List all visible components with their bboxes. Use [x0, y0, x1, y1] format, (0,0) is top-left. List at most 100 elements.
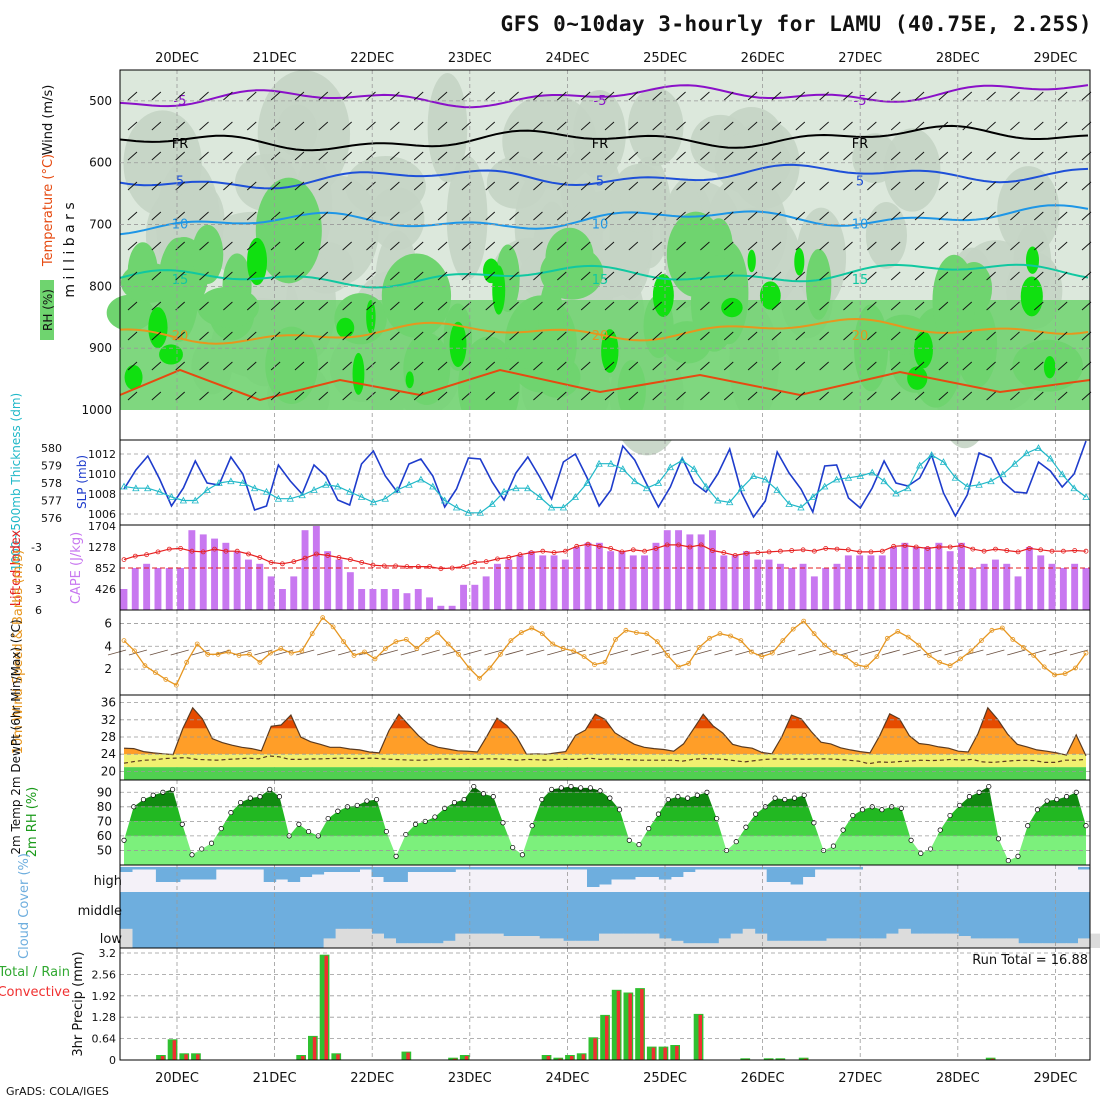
- rh-point: [1015, 853, 1021, 859]
- rh-point: [393, 853, 399, 859]
- rh-mid-region: [560, 144, 621, 236]
- precip-total-bar: [179, 1053, 190, 1060]
- thickness-point: [1011, 459, 1019, 467]
- precip-convective-bar: [569, 1056, 574, 1060]
- li-point: [483, 559, 489, 565]
- pressure-axis-label: m i l l i b a r s: [62, 202, 78, 297]
- thickness-point: [761, 475, 770, 483]
- precip-legend-total: Total / Rain: [0, 965, 70, 980]
- rh-point: [451, 799, 457, 806]
- rh-point: [568, 783, 574, 790]
- isotherm-label: 5: [596, 174, 604, 189]
- wind-barb: [604, 271, 615, 281]
- cape-bar: [279, 589, 286, 610]
- rh-point: [617, 807, 623, 813]
- wind-barb: [819, 211, 829, 221]
- rh-point: [208, 840, 215, 846]
- cape-bar: [233, 551, 241, 610]
- slp-thickness-panel: [119, 439, 1091, 526]
- cape-bar: [188, 530, 196, 610]
- rh-point: [995, 836, 1002, 842]
- rh-point: [471, 783, 477, 790]
- wind-barb-10m: [798, 649, 817, 656]
- wind-barb: [890, 361, 901, 371]
- low-cloud-bar: [1066, 943, 1079, 948]
- rh-point: [665, 796, 671, 803]
- rh-point: [121, 837, 127, 843]
- wind-barb: [580, 91, 591, 101]
- high-cloud-bar: [814, 867, 828, 870]
- wind-barb: [413, 301, 424, 311]
- wind-barb: [294, 121, 305, 131]
- wind-barb: [723, 211, 734, 221]
- wind-barb: [175, 181, 185, 191]
- wind-barb: [986, 181, 996, 191]
- thickness-point: [132, 484, 140, 492]
- rh-bright-region: [449, 321, 467, 368]
- wind-barb: [628, 91, 639, 101]
- rh-point: [927, 846, 934, 852]
- precip-convective-bar: [628, 993, 632, 1060]
- li-point: [472, 560, 478, 565]
- precip-total-bar: [553, 1057, 564, 1060]
- precip-convective-bar: [663, 1047, 667, 1060]
- temp-band-gt30: [124, 707, 1086, 729]
- li-point: [766, 549, 772, 555]
- rh-bright-region: [652, 273, 674, 317]
- wind-barb: [533, 211, 543, 221]
- li-point: [302, 555, 308, 561]
- wind-barb: [509, 271, 519, 281]
- li-point: [800, 547, 806, 553]
- low-cloud-bar: [922, 933, 935, 948]
- wind-barb: [318, 241, 329, 251]
- wind-barb: [604, 301, 615, 311]
- wind-barb: [890, 121, 901, 131]
- wind-barb: [747, 151, 758, 161]
- cape-tick-label: 426: [95, 583, 116, 596]
- high-cloud-bar: [826, 867, 839, 870]
- rh-point: [403, 831, 409, 838]
- cape-bar: [222, 542, 230, 610]
- li-point: [189, 548, 195, 554]
- cape-bar: [958, 542, 965, 610]
- wind-barb: [580, 151, 591, 161]
- wind-barb: [795, 121, 806, 131]
- wind-barb: [819, 151, 829, 161]
- wind-barb-10m: [944, 649, 963, 656]
- wind-barb: [246, 151, 257, 161]
- wind-barb: [366, 211, 376, 221]
- wind-barb: [1057, 211, 1068, 221]
- li-point: [732, 553, 738, 558]
- wind-barb: [1034, 241, 1044, 251]
- precip-convective-bar: [605, 1015, 609, 1060]
- date-label-top: 21DEC: [253, 51, 297, 66]
- wind-barb: [747, 331, 758, 341]
- high-cloud-bar: [167, 867, 181, 882]
- wind-barb: [127, 181, 138, 191]
- rh-point: [383, 828, 389, 835]
- cape-bar: [392, 589, 400, 610]
- rh-point: [1064, 794, 1070, 800]
- wind-speed-point: [769, 650, 775, 656]
- li-point: [823, 546, 829, 551]
- wind-barb: [890, 151, 901, 161]
- li-point: [166, 546, 172, 552]
- wind-barb: [1057, 331, 1068, 341]
- rh-point: [1034, 807, 1040, 813]
- wind-barb: [533, 151, 543, 161]
- wind-barb-10m: [965, 649, 984, 656]
- rh-green-region: [197, 286, 260, 328]
- wind-barb: [151, 181, 162, 191]
- wind-barb: [318, 181, 329, 191]
- wind-barb: [199, 181, 209, 191]
- thickness-point: [369, 498, 378, 506]
- wind-barb: [223, 91, 233, 101]
- wind-barb: [938, 121, 949, 131]
- wind-barb: [700, 181, 710, 191]
- high-cloud-bar: [838, 867, 851, 870]
- wind-speed-point: [351, 653, 357, 658]
- wind-barb: [413, 271, 424, 281]
- precip-total-bar: [541, 1055, 552, 1060]
- wind-speed-point: [749, 649, 754, 655]
- wind-barb: [867, 151, 877, 161]
